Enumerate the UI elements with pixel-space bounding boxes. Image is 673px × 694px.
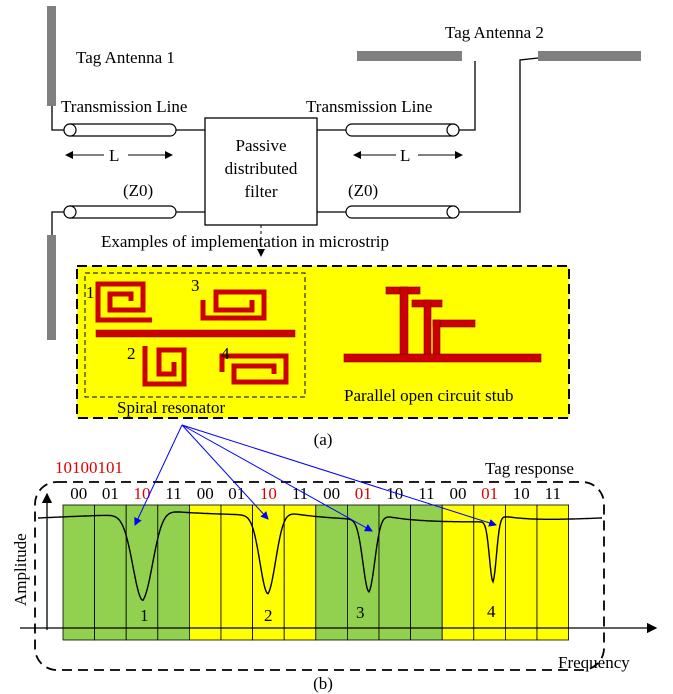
bit-label: 11 (165, 484, 181, 503)
response-curve (38, 511, 602, 602)
antenna-1-lower (47, 235, 56, 340)
spiral-resonator-2 (200, 289, 267, 321)
spiral-resonators (95, 281, 289, 387)
stub-2-vertical (423, 299, 432, 355)
frequency-band (220, 504, 254, 641)
pointer-arrows (134, 424, 497, 532)
stub-3-vertical (432, 319, 441, 355)
frequency-band (125, 504, 159, 641)
code-label: 10100101 (55, 458, 123, 477)
frequency-band (378, 504, 412, 641)
tline-left-label: Transmission Line (61, 97, 187, 116)
resonator-4-label: 4 (221, 344, 230, 363)
antenna-1-upper (47, 6, 56, 106)
resonator-1-label: 1 (86, 283, 95, 302)
filter-box (204, 117, 318, 226)
notch-label-4: 4 (487, 602, 496, 621)
frequency-band (441, 504, 475, 641)
y-axis-label: Amplitude (11, 533, 30, 606)
bit-label: 01 (228, 484, 245, 503)
frequency-band (94, 504, 127, 641)
spiral-group-box (84, 272, 306, 398)
bit-label: 10 (260, 484, 277, 503)
antenna-2-right (538, 51, 641, 61)
bit-label: 00 (450, 484, 467, 503)
frequency-band (536, 504, 570, 641)
z0-right-label: (Z0) (348, 181, 378, 200)
wires (51, 57, 539, 235)
tline-right-label: Transmission Line (306, 97, 432, 116)
stub-1-vertical (399, 286, 409, 355)
spiral-resonator-1 (95, 281, 152, 323)
frequency-band (315, 504, 348, 641)
z0-left-label: (Z0) (123, 181, 153, 200)
antenna-2-left (357, 51, 462, 61)
x-axis-label: Frequency (558, 653, 630, 672)
stub-feedline (343, 353, 542, 363)
bit-label: 01 (481, 484, 498, 503)
stub-label: Parallel open circuit stub (344, 386, 513, 405)
frequency-band (188, 504, 222, 641)
stub-filter (343, 286, 542, 363)
length-left-label: L (109, 146, 119, 165)
resonator-3-label: 3 (191, 276, 200, 295)
bit-label: 00 (70, 484, 87, 503)
notch-label-2: 2 (264, 606, 273, 625)
bit-labels: 00 01 10 11 00 01 10 11 00 01 10 11 00 01 10 11 (70, 484, 561, 503)
frequency-band (504, 504, 538, 641)
notch-label-3: 3 (356, 603, 365, 622)
length-right-label: L (400, 146, 410, 165)
bit-label: 01 (102, 484, 119, 503)
coax-lines (63, 123, 460, 219)
frequency-band (62, 504, 96, 641)
frequency-band (410, 504, 443, 641)
spiral-resonator-3 (142, 346, 187, 387)
bit-label: 00 (323, 484, 340, 503)
filter-label-1: Passive (236, 136, 287, 155)
filter-label-3: filter (244, 182, 277, 201)
filter-label-2: distributed (225, 159, 298, 178)
bit-label: 10 (386, 484, 403, 503)
tag-response-label: Tag response (485, 459, 574, 478)
bit-label: 10 (134, 484, 151, 503)
caption-b: (b) (313, 674, 333, 693)
notch-label-1: 1 (140, 606, 149, 625)
examples-label: Examples of implementation in microstrip (101, 232, 389, 251)
caption-a: (a) (314, 430, 333, 449)
bit-label: 00 (197, 484, 214, 503)
frequency-band (283, 504, 317, 641)
tag-response-box (34, 481, 605, 671)
spiral-label: Spiral resonator (117, 398, 225, 417)
antenna-1-label: Tag Antenna 1 (76, 48, 175, 67)
bit-label: 11 (545, 484, 561, 503)
spiral-feedline (95, 329, 296, 338)
frequency-band (252, 504, 285, 641)
resonator-2-label: 2 (127, 344, 136, 363)
bit-label: 01 (355, 484, 372, 503)
antenna-2-label: Tag Antenna 2 (445, 23, 544, 42)
spiral-resonator-4 (219, 353, 289, 385)
frequency-band (157, 504, 190, 641)
bit-label: 10 (513, 484, 530, 503)
microstrip-box (76, 265, 570, 419)
bit-label: 11 (418, 484, 434, 503)
